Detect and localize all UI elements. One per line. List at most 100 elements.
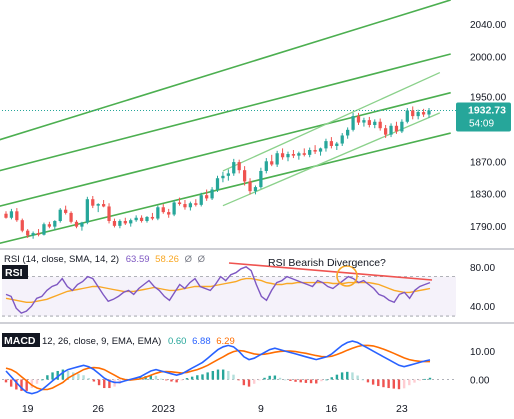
candle-body xyxy=(346,129,350,136)
candle-body xyxy=(400,121,404,132)
price-panel[interactable]: 1790.00 1830.00 1870.00 1950.00 2000.00 2040.… xyxy=(0,0,511,245)
candle xyxy=(145,216,149,223)
macd-hist-bar xyxy=(263,377,266,380)
divergence-circle xyxy=(336,265,358,287)
macd-hist-bar xyxy=(247,379,251,387)
macd-hist-bar xyxy=(232,374,235,380)
candle-body xyxy=(362,120,366,123)
macd-hist-bar xyxy=(320,379,323,382)
candle-body xyxy=(297,153,301,156)
macd-hist-bar xyxy=(206,372,209,380)
macd-histogram xyxy=(4,369,432,391)
candle-body xyxy=(64,209,68,213)
candle-body xyxy=(324,141,328,149)
candle xyxy=(394,121,399,134)
macd-hist-bar xyxy=(304,379,308,383)
candle xyxy=(248,178,252,195)
candle xyxy=(232,158,236,176)
macd-hist-bar xyxy=(418,379,421,381)
macd-hist-bar xyxy=(15,379,18,390)
macd-hist-bar xyxy=(340,372,344,380)
macd-hist-bar xyxy=(278,377,282,380)
channel-line xyxy=(0,0,451,141)
macd-hist-bar xyxy=(35,379,39,384)
candle-body xyxy=(356,116,361,123)
candle-body xyxy=(378,121,382,129)
candle xyxy=(47,221,52,229)
candle-body xyxy=(405,110,409,122)
macd-hist-bar xyxy=(299,379,302,383)
macd-hist-bar xyxy=(40,379,44,381)
rsi-legend[interactable]: RSI RSI (14, close, SMA, 14, 2) 63.59 58… xyxy=(2,254,206,279)
candle-body xyxy=(188,203,193,208)
candle xyxy=(329,137,334,149)
macd-hist-bar xyxy=(87,378,90,380)
candle xyxy=(161,204,165,214)
rsi-value: 63.59 xyxy=(126,254,150,265)
candle-body xyxy=(367,120,371,125)
macd-hist-bar xyxy=(377,379,380,387)
macd-hist-bar xyxy=(294,379,297,382)
candle-body xyxy=(313,149,317,152)
macd-hist-bar xyxy=(56,370,59,380)
rsi-axis: 40.00 80.00 xyxy=(470,263,495,313)
candle xyxy=(411,106,415,120)
macd-hist-bar xyxy=(165,379,168,381)
rsi-panel[interactable]: RSI Bearish Divergence? 40.00 80.00 RSI R… xyxy=(2,254,495,317)
time-tick-label: 2023 xyxy=(152,403,176,415)
candle xyxy=(400,119,404,134)
candle xyxy=(383,124,388,138)
rsi-extra-value-1: Ø xyxy=(185,254,193,265)
macd-hist-bar xyxy=(346,371,349,380)
time-tick-label: 23 xyxy=(396,403,408,415)
macd-series-line xyxy=(5,340,431,395)
time-axis[interactable]: 19 26 2023 9 16 23 xyxy=(22,403,408,415)
candle xyxy=(139,215,144,223)
price-tick-label: 1950.00 xyxy=(470,93,507,104)
candle-body xyxy=(421,112,426,115)
macd-hist-bar xyxy=(408,379,411,386)
candle-body xyxy=(134,217,138,221)
candle xyxy=(270,154,274,167)
macd-hist-bar xyxy=(221,369,225,380)
candle-body xyxy=(232,162,236,174)
candle-body xyxy=(259,170,263,188)
macd-panel[interactable]: 0.00 10.00 MACD 12, 26, close, 9, EMA, EM… xyxy=(2,333,495,395)
macd-hist-bar xyxy=(382,379,385,388)
candle xyxy=(416,109,420,120)
candle xyxy=(362,117,366,127)
macd-hist-bar xyxy=(103,379,106,389)
candle xyxy=(129,218,133,227)
rsi-tick-label: 80.00 xyxy=(470,263,495,274)
macd-hist-bar xyxy=(30,379,34,389)
candle-body xyxy=(318,148,323,152)
macd-tick-label: 10.00 xyxy=(470,347,495,358)
last-price-value: 1932.73 xyxy=(468,104,506,116)
macd-hist-bar xyxy=(423,378,427,380)
candle xyxy=(297,151,301,160)
macd-legend-params: 12, 26, close, 9, EMA, EMA) xyxy=(42,336,161,347)
candle-body xyxy=(280,153,285,158)
price-tick-label: 1830.00 xyxy=(470,190,507,201)
candle xyxy=(308,147,312,158)
candle xyxy=(26,229,30,238)
macd-hist-bar xyxy=(366,379,370,383)
candle xyxy=(96,203,100,213)
macd-hist-bar xyxy=(180,379,184,381)
candle xyxy=(215,175,220,192)
candle xyxy=(9,208,14,220)
candle xyxy=(167,208,171,218)
candle xyxy=(253,185,258,195)
price-channels xyxy=(0,0,451,245)
candle xyxy=(242,166,247,186)
candle-body xyxy=(194,203,198,205)
macd-hist-bar xyxy=(387,379,390,389)
macd-hist-bar xyxy=(92,379,96,382)
macd-legend[interactable]: MACD 12, 26, close, 9, EMA, EMA) 0.60 6.… xyxy=(2,333,235,347)
candle xyxy=(346,127,350,139)
candle xyxy=(69,211,73,224)
candle-body xyxy=(329,141,334,146)
last-price-tag-bg xyxy=(456,102,511,132)
candle-body xyxy=(237,162,241,171)
